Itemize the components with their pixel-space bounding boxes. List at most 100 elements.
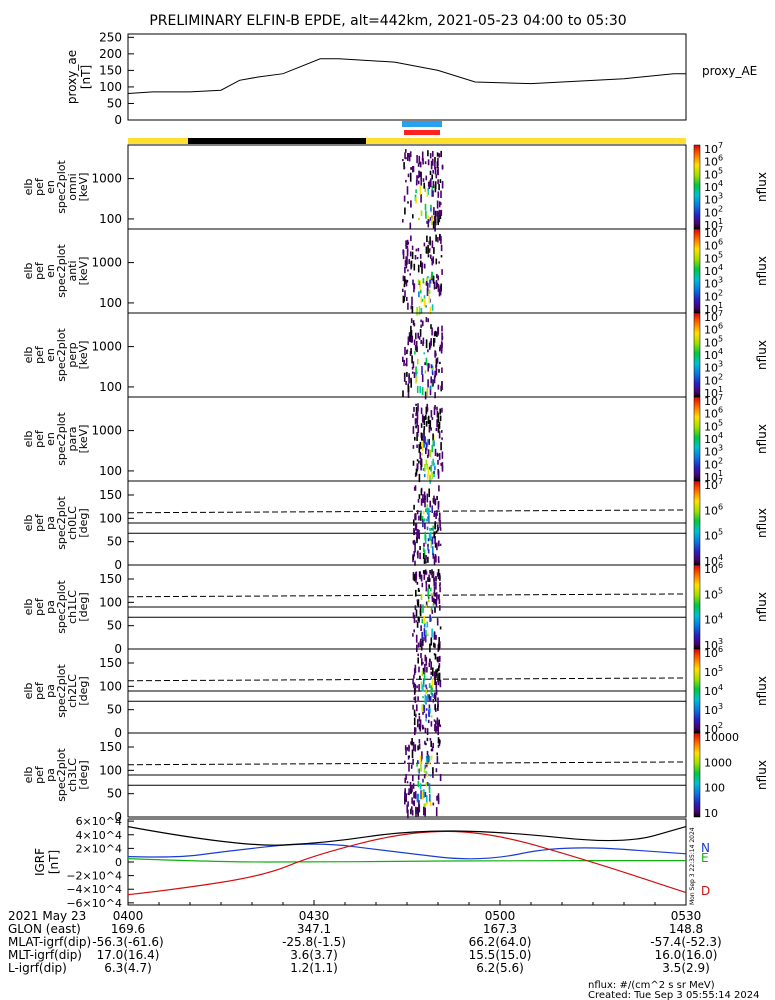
energy-spectrogram-3-ylabel-line: spec2plot <box>55 412 68 466</box>
pitch-angle-spectrogram-2-flux-cell <box>422 678 425 688</box>
pitch-angle-spectrogram-1-flux-cell <box>431 575 434 579</box>
energy-spectrogram-3-ylabel-line: en <box>44 432 57 446</box>
pitch-angle-spectrogram-1-flux-cell <box>413 629 415 633</box>
pitch-angle-spectrogram-0-flux-cell <box>418 529 420 538</box>
energy-spectrogram-0-flux-cell <box>437 179 439 185</box>
pitch-angle-spectrogram-0-flux-cell <box>439 543 442 546</box>
energy-spectrogram-0-flux-cell <box>404 207 406 215</box>
energy-spectrogram-3-flux-cell <box>428 424 431 433</box>
pitch-angle-spectrogram-1-flux-cell <box>420 574 423 582</box>
pitch-angle-spectrogram-3-flux-cell <box>404 760 406 764</box>
pitch-angle-spectrogram-3-flux-cell <box>419 783 422 790</box>
pitch-angle-spectrogram-1-flux-cell <box>436 572 439 577</box>
pitch-angle-spectrogram-2-flux-cell <box>431 678 434 688</box>
pitch-angle-spectrogram-2-flux-cell <box>432 699 435 703</box>
energy-spectrogram-0-flux-cell <box>437 191 440 198</box>
energy-spectrogram-2-flux-cell <box>441 381 443 390</box>
energy-spectrogram-1-flux-cell <box>417 264 420 273</box>
energy-spectrogram-2-frame <box>127 312 687 398</box>
pitch-angle-spectrogram-1-flux-cell <box>433 586 436 595</box>
pitch-angle-spectrogram-2-flux-cell <box>417 657 419 664</box>
energy-spectrogram-3-flux-cell <box>418 444 421 453</box>
pitch-angle-spectrogram-2-colorbar-tick: 105 <box>704 664 723 679</box>
pitch-angle-spectrogram-1-ylabel-line: [deg] <box>77 592 90 621</box>
pitch-angle-spectrogram-2-tick-label: 100 <box>99 679 122 693</box>
energy-spectrogram-1-flux-cell <box>437 236 439 243</box>
proxy-ae-tick-label: 100 <box>99 80 122 94</box>
pitch-angle-spectrogram-0-flux-cell <box>429 532 432 539</box>
energy-spectrogram-2-flux-cell <box>439 361 441 364</box>
pitch-angle-spectrogram-3-flux-cell <box>411 738 413 746</box>
energy-spectrogram-3-flux-cell <box>437 453 439 457</box>
energy-spectrogram-0-flux-cell <box>438 218 441 223</box>
energy-spectrogram-0-flux-cell <box>403 195 406 202</box>
pitch-angle-spectrogram-1-ylabel-line: ch1LC <box>66 590 79 624</box>
pitch-angle-spectrogram-2-flux-cell <box>421 670 424 677</box>
pitch-angle-spectrogram-1-colorbar-tick: 106 <box>704 561 723 576</box>
pitch-angle-spectrogram-3-flux-cell <box>412 800 414 805</box>
energy-spectrogram-1-flux-cell <box>422 278 425 284</box>
pitch-angle-spectrogram-2-flux-cell <box>432 694 435 698</box>
energy-spectrogram-2-flux-cell <box>434 350 436 358</box>
pitch-angle-spectrogram-1-zlabel: nflux <box>755 592 769 622</box>
pitch-angle-spectrogram-0-flux-cell <box>436 510 438 516</box>
energy-spectrogram-1-flux-cell <box>432 275 435 284</box>
pitch-angle-spectrogram-2-zlabel: nflux <box>755 676 769 706</box>
energy-spectrogram-1-flux-cell <box>437 275 439 281</box>
mlt-0400: 17.0(16.4) <box>97 948 160 962</box>
energy-spectrogram-2-flux-cell <box>419 386 421 394</box>
energy-spectrogram-3-flux-cell <box>420 432 423 438</box>
energy-spectrogram-1-flux-cell <box>416 307 418 316</box>
energy-spectrogram-3-flux-cell <box>431 444 434 453</box>
energy-spectrogram-1-flux-cell <box>440 255 443 258</box>
energy-spectrogram-0-ylabel-line: [keV] <box>77 173 90 202</box>
energy-spectrogram-3-flux-cell <box>421 414 424 423</box>
orbit-status-bars <box>128 121 686 144</box>
pitch-angle-spectrogram-2-flux-cell <box>439 679 442 688</box>
pitch-angle-spectrogram-0-flux-cell <box>435 512 437 519</box>
energy-spectrogram-2-flux-cell <box>412 320 415 326</box>
pitch-angle-spectrogram-0-flux-cell <box>436 524 439 530</box>
pitch-angle-spectrogram-1-ylabel-line: elb <box>22 599 35 616</box>
energy-spectrogram-2-flux-cell <box>425 357 428 366</box>
pitch-angle-spectrogram-1-flux-cell <box>433 592 435 596</box>
pitch-angle-spectrogram-3-tick-label: 50 <box>107 787 122 801</box>
sunlight-bar <box>128 138 686 144</box>
pitch-angle-spectrogram-0-flux-cell <box>430 541 433 549</box>
pitch-angle-spectrogram-1-flux-cell <box>433 642 435 648</box>
pitch-angle-spectrogram-0-flux-cell <box>413 504 415 510</box>
energy-spectrogram-3-flux-cell <box>422 468 425 471</box>
energy-spectrogram-3-flux-cell <box>437 412 440 420</box>
pitch-angle-spectrogram-2-flux-cell <box>428 662 431 668</box>
pitch-angle-spectrogram-3-flux-cell <box>404 788 406 797</box>
pitch-angle-spectrogram-3-flux-cell <box>424 807 426 817</box>
pitch-angle-spectrogram-0-flux-cell <box>416 510 419 515</box>
pitch-angle-spectrogram-3-flux-cell <box>426 764 428 767</box>
pitch-angle-spectrogram-1-flux-cell <box>430 637 433 646</box>
energy-spectrogram-2-flux-cell <box>405 363 407 366</box>
pitch-angle-spectrogram-1-flux-cell <box>413 573 416 582</box>
energy-spectrogram-2-flux-cell <box>425 339 428 349</box>
energy-spectrogram-1-flux-cell <box>438 288 441 297</box>
energy-spectrogram-3-flux-cell <box>433 462 435 465</box>
l-0400: 6.3(4.7) <box>104 961 152 975</box>
pitch-angle-spectrogram-3-flux-cell <box>437 797 440 805</box>
energy-spectrogram-1-flux-cell <box>431 271 433 279</box>
pitch-angle-spectrogram-3-flux-cell <box>432 802 435 806</box>
igrf-units: [nT] <box>47 850 61 874</box>
igrf-tick-label: −2×10^4 <box>66 870 122 883</box>
energy-spectrogram-2-flux-cell <box>437 327 439 336</box>
energy-spectrogram-3-flux-cell <box>428 472 430 475</box>
energy-spectrogram-2-flux-cell <box>420 324 422 328</box>
pitch-angle-spectrogram-0-flux-cell <box>417 499 420 503</box>
energy-spectrogram-3-flux-cell <box>441 462 444 469</box>
pitch-angle-spectrogram-3-flux-cell <box>435 807 438 817</box>
energy-spectrogram-1-ylabel-line: pef <box>33 261 46 280</box>
pitch-angle-spectrogram-0-flux-cell <box>437 556 440 562</box>
energy-spectrogram-1-flux-cell <box>417 247 420 252</box>
pitch-angle-spectrogram-3-colorbar-tick: 10 <box>704 807 718 820</box>
pitch-angle-spectrogram-2-flux-cell <box>433 671 436 680</box>
energy-spectrogram-2-flux-cell <box>402 390 404 398</box>
